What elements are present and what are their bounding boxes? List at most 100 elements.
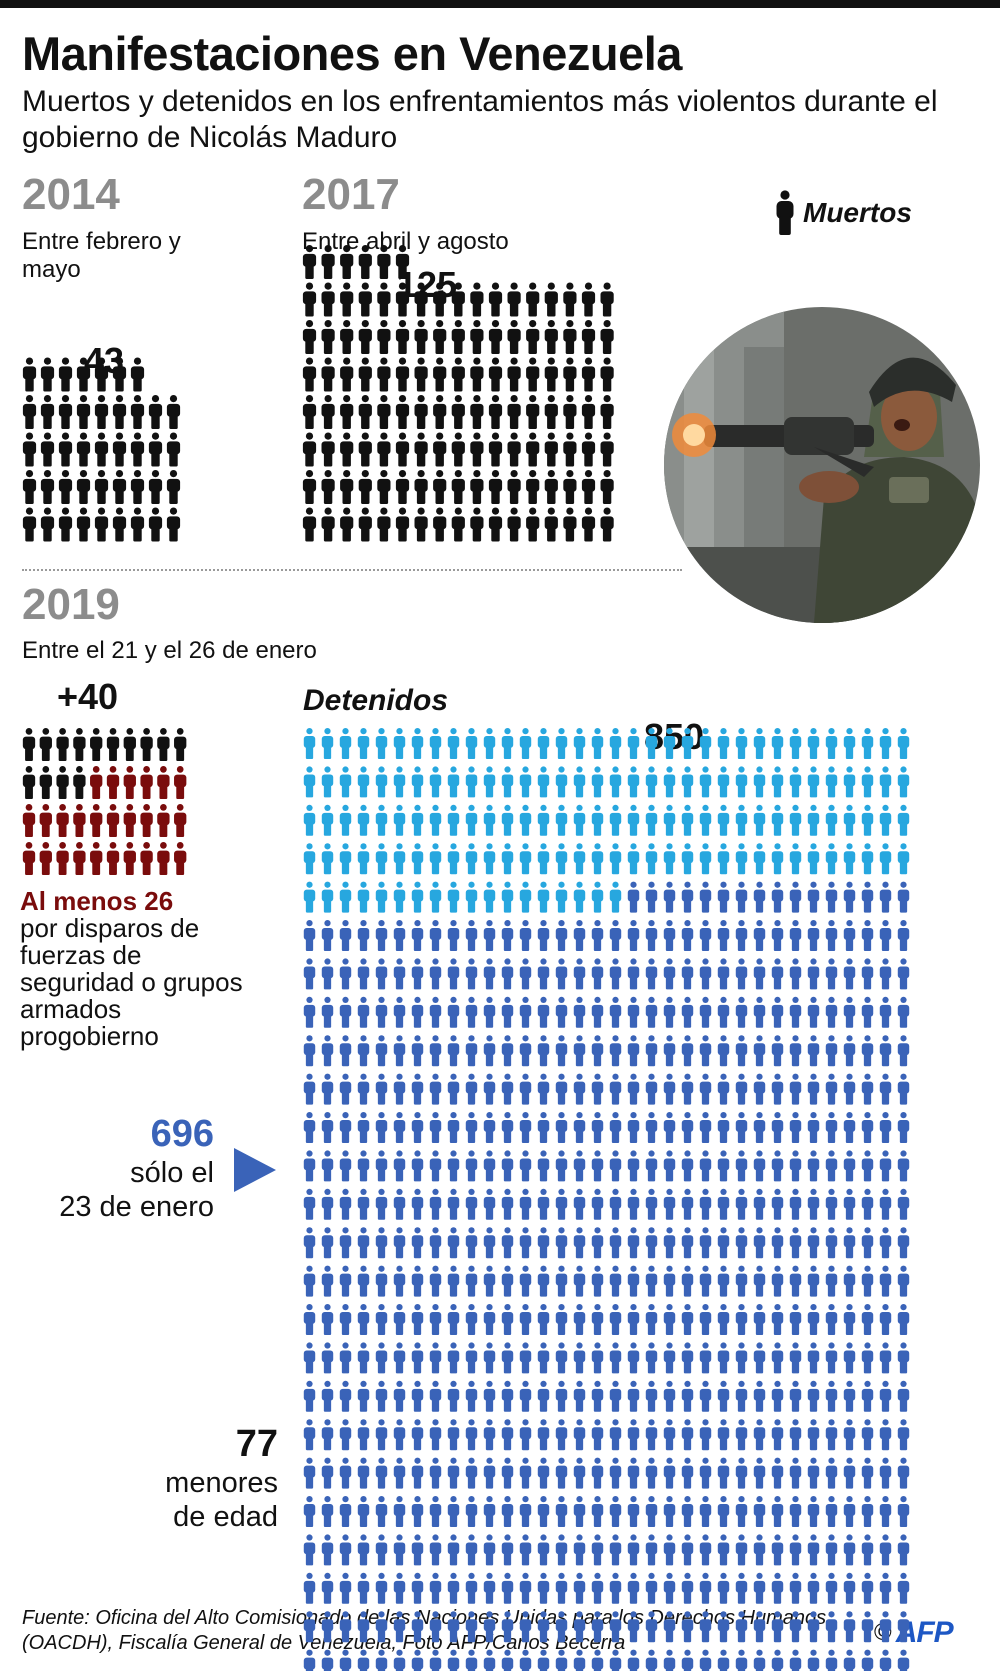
death-icon: [600, 282, 614, 317]
detainee-jan23-icon: [357, 1304, 370, 1335]
detainee-jan23-icon: [663, 1188, 676, 1220]
death-icon: [600, 320, 614, 354]
detainee-icon: [303, 843, 316, 875]
detainee-jan23-icon: [663, 1419, 676, 1451]
death-icon: [414, 395, 428, 429]
detainee-jan23-icon: [519, 1342, 532, 1374]
detainee-jan23-icon: [555, 1572, 568, 1604]
detainee-icon: [591, 766, 604, 798]
detainee-jan23-icon: [573, 1611, 586, 1643]
detainee-jan23-icon: [519, 1649, 532, 1671]
detainee-icon: [447, 881, 460, 913]
detainee-jan23-icon: [879, 1150, 892, 1182]
detainee-icon: [357, 728, 370, 759]
detainee-jan23-icon: [807, 1227, 820, 1259]
detainee-jan23-icon: [591, 996, 604, 1028]
detainee-jan23-icon: [861, 920, 874, 951]
detainee-icon: [699, 843, 712, 875]
detainee-jan23-icon: [555, 1342, 568, 1374]
detainee-icon: [393, 843, 406, 875]
detainee-jan23-icon: [681, 1611, 694, 1643]
shot-death-icon: [56, 804, 69, 837]
detainee-jan23-icon: [483, 1496, 496, 1527]
detainee-jan23-icon: [735, 1496, 748, 1527]
detainee-jan23-icon: [861, 1073, 874, 1105]
detainee-jan23-icon: [645, 1112, 658, 1143]
death-icon: [166, 507, 181, 542]
detainee-jan23-icon: [375, 1457, 388, 1489]
detainee-jan23-icon: [537, 1342, 550, 1374]
top-bar: [0, 0, 1000, 8]
detainee-jan23-icon: [465, 1649, 478, 1671]
detainee-jan23-icon: [429, 1227, 442, 1259]
detainee-jan23-icon: [753, 1188, 766, 1220]
detainee-jan23-icon: [699, 1188, 712, 1220]
detainee-jan23-icon: [429, 1611, 442, 1643]
detainee-jan23-icon: [483, 996, 496, 1028]
death-icon: [58, 507, 73, 542]
detainee-jan23-icon: [411, 1035, 424, 1067]
detainee-icon: [591, 881, 604, 913]
detainee-icon: [483, 843, 496, 875]
detainee-jan23-icon: [537, 1649, 550, 1671]
detainee-jan23-icon: [321, 1457, 334, 1489]
detainee-icon: [627, 766, 640, 798]
detainee-jan23-icon: [591, 1112, 604, 1143]
death-icon: [377, 432, 391, 467]
detainee-jan23-icon: [591, 1457, 604, 1489]
detainee-icon: [789, 843, 802, 875]
detainee-jan23-icon: [303, 1227, 316, 1259]
detainee-jan23-icon: [303, 1380, 316, 1412]
detainee-jan23-icon: [303, 1304, 316, 1335]
detainee-icon: [825, 804, 838, 836]
death-icon: [106, 728, 120, 761]
detainee-jan23-icon: [375, 1265, 388, 1297]
death-icon: [544, 320, 558, 354]
detainee-icon: [339, 804, 352, 836]
detainee-icon: [411, 804, 424, 836]
detainee-jan23-icon: [843, 1342, 856, 1374]
death-icon: [377, 395, 391, 429]
detainee-jan23-icon: [627, 1534, 640, 1566]
detainee-jan23-icon: [447, 1380, 460, 1412]
detainee-jan23-icon: [789, 1188, 802, 1220]
detainee-jan23-icon: [627, 1496, 640, 1527]
detainee-icon: [897, 766, 910, 798]
detainee-jan23-icon: [321, 1035, 334, 1067]
detainee-jan23-icon: [411, 958, 424, 990]
detainee-jan23-icon: [771, 1419, 784, 1451]
period-2019: Entre el 21 y el 26 de enero: [22, 637, 317, 664]
detainee-jan23-icon: [753, 958, 766, 990]
death-icon: [340, 432, 354, 467]
detainee-jan23-icon: [303, 1419, 316, 1451]
death-icon: [58, 395, 73, 429]
detainee-icon: [321, 881, 334, 913]
detainee-jan23-icon: [321, 920, 334, 951]
detainee-jan23-icon: [393, 1457, 406, 1489]
detainee-jan23-icon: [321, 1150, 334, 1182]
detainee-jan23-icon: [735, 1342, 748, 1374]
detainee-jan23-icon: [663, 1035, 676, 1067]
detainee-jan23-icon: [753, 1496, 766, 1527]
detainee-jan23-icon: [591, 1265, 604, 1297]
detainee-jan23-icon: [663, 1150, 676, 1182]
detainee-icon: [501, 843, 514, 875]
death-icon: [112, 357, 127, 392]
detainee-jan23-icon: [807, 1457, 820, 1489]
detainee-jan23-icon: [555, 1227, 568, 1259]
death-icon: [526, 357, 540, 392]
death-icon: [526, 470, 540, 504]
detainee-jan23-icon: [483, 1534, 496, 1566]
detainee-jan23-icon: [465, 1227, 478, 1259]
detainee-jan23-icon: [447, 1035, 460, 1067]
detainee-jan23-icon: [321, 1188, 334, 1220]
detainee-jan23-icon: [357, 996, 370, 1028]
detainee-jan23-icon: [609, 1150, 622, 1182]
detainee-jan23-icon: [771, 1188, 784, 1220]
detainee-icon: [303, 728, 316, 759]
detainee-jan23-icon: [339, 1419, 352, 1451]
jan23-line2: 23 de enero: [59, 1191, 214, 1223]
detainee-jan23-icon: [303, 1611, 316, 1643]
death-icon: [451, 395, 465, 429]
detainee-icon: [537, 843, 550, 875]
